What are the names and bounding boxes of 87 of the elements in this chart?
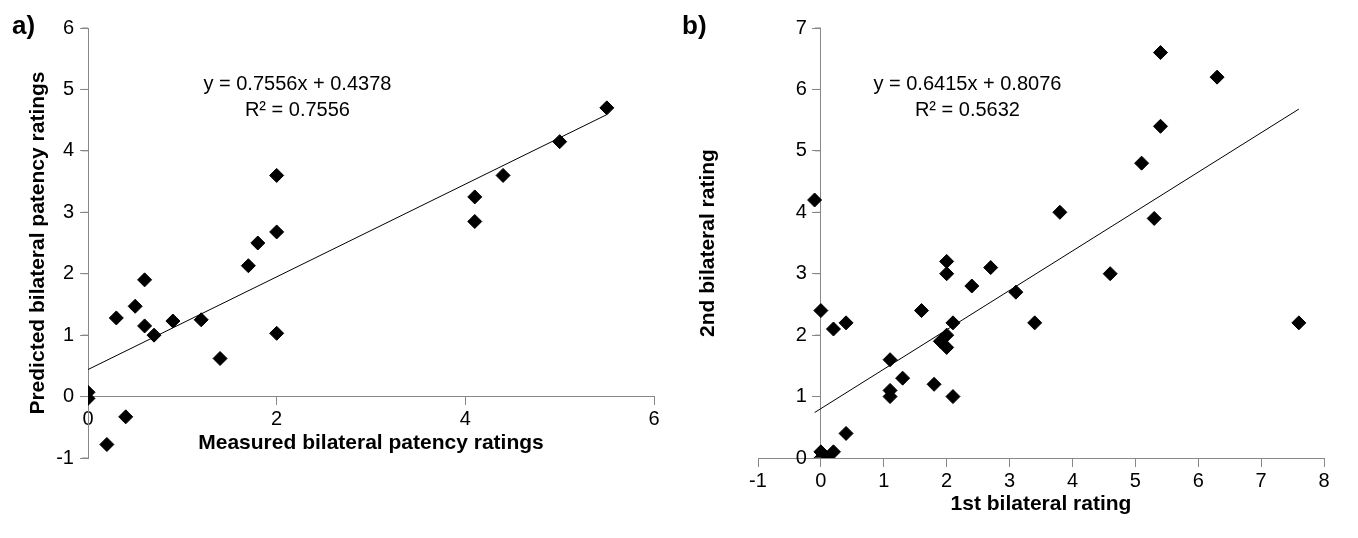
point <box>1291 315 1307 331</box>
point <box>1146 210 1162 226</box>
x-tick-label: 2 <box>941 468 953 491</box>
point <box>269 167 285 183</box>
point <box>1152 118 1168 134</box>
x-tick-label: 4 <box>1066 468 1079 491</box>
y-tick-label: 7 <box>795 15 807 38</box>
y-axis-title: Predicted bilateral patency ratings <box>24 71 48 415</box>
point <box>467 189 483 205</box>
x-axis-title: Measured bilateral patency ratings <box>198 429 544 453</box>
point <box>838 425 854 441</box>
point <box>882 352 898 368</box>
point <box>939 253 955 269</box>
point <box>825 321 841 337</box>
y-tick-label: 1 <box>62 322 74 345</box>
point <box>193 312 209 328</box>
y-tick-label: 6 <box>795 76 807 99</box>
y-tick-label: 3 <box>62 199 74 222</box>
point <box>825 444 841 458</box>
x-tick-label: 8 <box>1318 468 1330 491</box>
text: b) <box>682 10 707 41</box>
point <box>1102 266 1118 282</box>
point <box>939 266 955 282</box>
point <box>1152 45 1168 61</box>
x-axis-title: 1st bilateral rating <box>950 491 1132 515</box>
point <box>250 235 266 251</box>
point <box>599 100 615 116</box>
point <box>108 310 124 326</box>
point <box>807 192 823 208</box>
point <box>939 327 955 343</box>
point <box>1134 155 1150 171</box>
point <box>137 272 153 288</box>
y-tick-label: 2 <box>62 261 74 284</box>
point <box>99 436 115 452</box>
point <box>964 278 980 294</box>
point <box>137 318 153 334</box>
point <box>1008 284 1024 300</box>
y-tick-label: 1 <box>795 384 807 407</box>
annotation: y = 0.7556x + 0.4378 <box>203 71 392 94</box>
x-tick-label: 7 <box>1255 468 1267 491</box>
point <box>1209 69 1225 85</box>
point <box>118 409 134 425</box>
y-tick-label: 3 <box>795 261 807 284</box>
x-tick-label: 6 <box>648 407 660 430</box>
y-axis-title: 2nd bilateral rating <box>694 149 718 337</box>
point <box>552 134 568 150</box>
point <box>212 350 228 366</box>
point <box>983 260 999 276</box>
annotation: R² = 0.5632 <box>914 97 1020 120</box>
point <box>1052 204 1068 220</box>
point <box>838 315 854 331</box>
point <box>127 298 143 314</box>
point <box>895 370 911 386</box>
y-tick-label: 5 <box>795 138 807 161</box>
x-tick-label: 0 <box>815 468 827 491</box>
x-tick-label: 4 <box>459 407 471 430</box>
point <box>146 327 162 343</box>
point <box>914 303 930 319</box>
point <box>269 325 285 341</box>
point <box>926 376 942 392</box>
point <box>269 224 285 240</box>
x-tick-label: 3 <box>1003 468 1016 491</box>
text: a) <box>12 10 36 41</box>
x-tick-label: -1 <box>749 468 767 491</box>
point <box>240 258 256 274</box>
y-tick-label: 6 <box>62 15 74 38</box>
point <box>495 167 511 183</box>
y-tick-label: 2 <box>795 322 807 345</box>
point <box>945 389 961 405</box>
x-tick-label: 5 <box>1129 468 1141 491</box>
y-tick-label: -1 <box>56 445 74 468</box>
y-tick-label: 4 <box>795 199 807 222</box>
x-tick-label: 2 <box>271 407 283 430</box>
annotation: R² = 0.7556 <box>244 97 350 120</box>
point <box>939 339 955 355</box>
annotation: y = 0.6415x + 0.8076 <box>873 71 1062 94</box>
point <box>813 303 829 319</box>
point <box>945 315 961 331</box>
y-tick-label: 4 <box>62 138 74 161</box>
x-tick-label: 1 <box>878 468 890 491</box>
y-tick-label: 5 <box>62 76 74 99</box>
point <box>1027 315 1043 331</box>
y-tick-label: 0 <box>62 384 74 407</box>
point <box>165 313 181 329</box>
y-tick-label: 0 <box>795 445 807 468</box>
point <box>467 214 483 229</box>
x-tick-label: 6 <box>1192 468 1204 491</box>
